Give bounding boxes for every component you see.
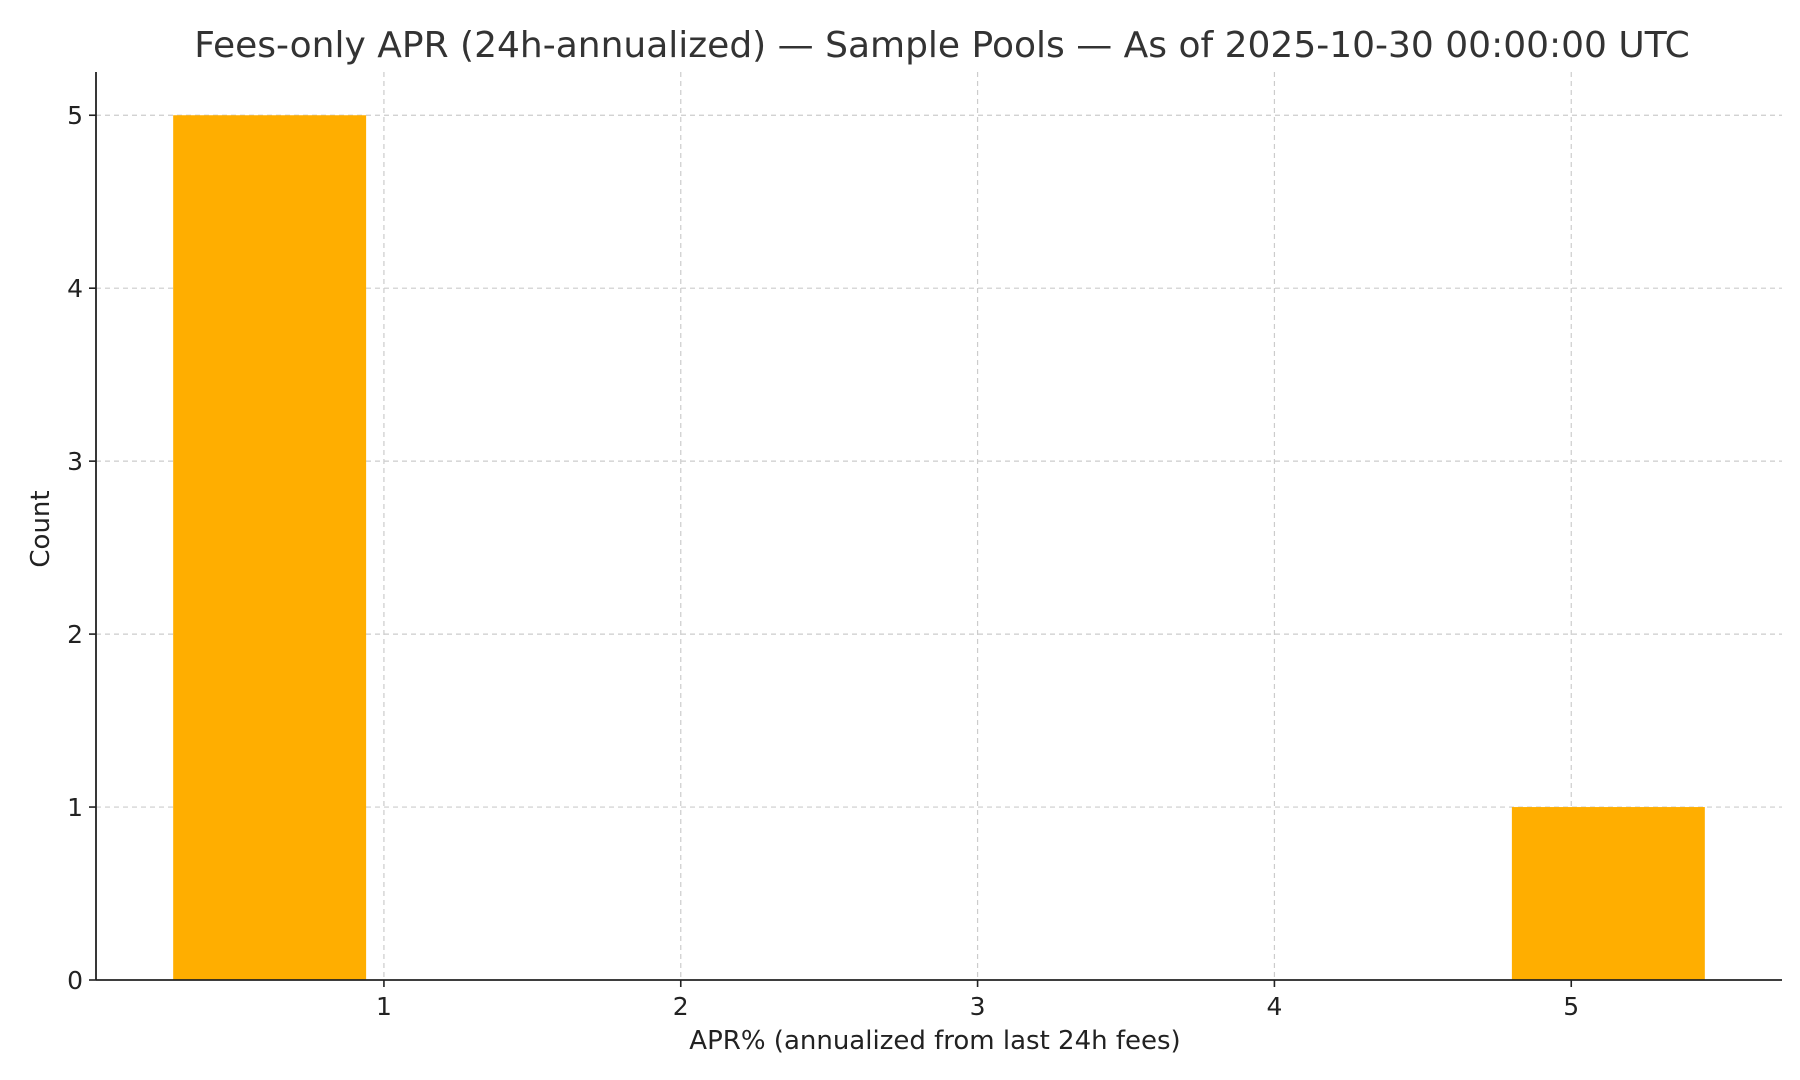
y-axis-title: Count [26,490,56,567]
y-tick-label: 0 [67,966,83,995]
x-tick-label: 2 [673,992,689,1021]
x-tick-label: 5 [1563,992,1579,1021]
x-tick-label: 1 [376,992,392,1021]
chart-title: Fees-only APR (24h-annualized) — Sample … [194,25,1690,66]
y-tick-label: 1 [67,793,83,822]
axes [89,72,1782,987]
histogram-bar [1511,807,1705,980]
x-tick-label: 4 [1266,992,1282,1021]
y-tick-label: 3 [67,447,83,476]
y-tick-label: 4 [67,274,83,303]
bars [173,115,1705,980]
histogram-bar [173,115,367,980]
x-tick-label: 3 [970,992,986,1021]
y-tick-label: 5 [67,101,83,130]
tick-labels: 1 2 3 4 5 0 1 2 3 4 5 [67,101,1579,1021]
x-axis-title: APR% (annualized from last 24h fees) [689,1026,1180,1056]
y-tick-label: 2 [67,620,83,649]
